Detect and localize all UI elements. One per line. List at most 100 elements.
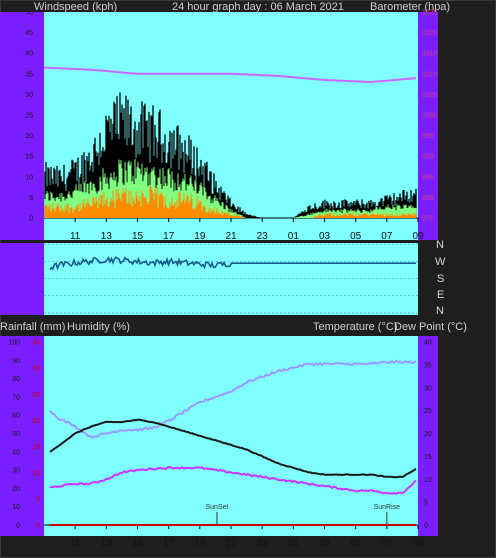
dewpoint-axis-title: Dew Point (°C) <box>394 321 467 333</box>
wind-ytick-label: 15 <box>25 154 33 161</box>
temp-ytick-label: 5 <box>424 500 428 507</box>
temp-xtick-label: 15 <box>132 538 144 549</box>
humidity-ytick-label: 10 <box>12 504 20 511</box>
temperature-plot-area <box>44 336 418 536</box>
temp-ytick-label: 40 <box>424 340 432 347</box>
temp-ytick-label: 0 <box>424 523 428 530</box>
direction-plot-area <box>44 243 418 315</box>
barometer-line <box>43 66 417 84</box>
wind-xtick-label: 05 <box>350 231 362 242</box>
humidity-ytick-label: 70 <box>12 394 20 401</box>
compass-s: S <box>437 273 445 285</box>
wind-direction-line <box>49 256 416 271</box>
temp-ytick-label: 30 <box>424 385 432 392</box>
baro-ytick-label: 1005 <box>422 92 438 99</box>
temp-xtick-label: 19 <box>194 538 206 549</box>
baro-ytick-label: 990 <box>422 154 434 161</box>
wind-xtick-label: 07 <box>381 231 393 242</box>
baro-ytick-label: 1020 <box>422 30 438 37</box>
wind-ytick-label: 30 <box>25 92 33 99</box>
temp-xtick-label: 09 <box>412 538 424 549</box>
humidity-ytick-label: 30 <box>12 468 20 475</box>
humidity-ytick-label: 60 <box>12 413 20 420</box>
temp-xtick-label: 21 <box>225 538 237 549</box>
humidity-ytick-label: 80 <box>12 376 20 383</box>
humidity-ytick-label: 40 <box>12 449 20 456</box>
temperature-axis-title: Temperature (°C) <box>313 321 398 333</box>
baro-ytick-label: 1025 <box>422 10 438 17</box>
temp-ytick-label: 35 <box>424 362 432 369</box>
humidity-ytick-label: 20 <box>12 486 20 493</box>
rain-ytick-label: 15 <box>32 444 40 451</box>
temp-xtick-label: 23 <box>257 538 269 549</box>
rain-ytick-label: 35 <box>32 340 40 347</box>
humidity-ytick-label: 100 <box>8 340 20 347</box>
wind-xtick-label: 13 <box>101 231 113 242</box>
wind-xtick-label: 19 <box>194 231 206 242</box>
graph-day-title: 24 hour graph day : 06 March 2021 <box>172 1 344 13</box>
baro-ytick-label: 975 <box>422 216 434 223</box>
sunset-label: SunSet <box>205 504 228 511</box>
sunrise-label: SunRise <box>374 504 401 511</box>
temp-ytick-label: 25 <box>424 408 432 415</box>
humidity-left-panel <box>0 336 44 536</box>
wind-ytick-label: 40 <box>25 51 33 58</box>
temp-xtick-label: 05 <box>350 538 362 549</box>
direction-left-panel <box>0 243 44 315</box>
wind-ytick-label: 45 <box>25 30 33 37</box>
wind-ytick-label: 5 <box>29 195 33 202</box>
wind-ytick-label: 35 <box>25 71 33 78</box>
baro-ytick-label: 985 <box>422 174 434 181</box>
humidity-ytick-label: 0 <box>16 523 20 530</box>
temp-xtick-label: 07 <box>381 538 393 549</box>
temp-xtick-label: 11 <box>70 538 81 549</box>
temperature-line <box>49 418 417 479</box>
temp-ytick-label: 15 <box>424 454 432 461</box>
wind-left-axis-panel <box>0 12 44 240</box>
wind-xtick-label: 09 <box>412 231 424 242</box>
wind-xtick-label: 01 <box>288 231 300 242</box>
rain-ytick-label: 25 <box>32 392 40 399</box>
humidity-ytick-label: 50 <box>12 431 20 438</box>
wind-ytick-label: 0 <box>29 216 33 223</box>
compass-e: E <box>437 289 445 301</box>
temp-xtick-label: 03 <box>319 538 331 549</box>
temperature-right-panel <box>418 336 438 536</box>
rain-ytick-label: 0 <box>36 523 40 530</box>
wind-ytick-label: 50 <box>25 10 33 17</box>
wind-xtick-label: 11 <box>70 231 81 242</box>
windspeed-axis-title: Windspeed (kph) <box>34 1 118 13</box>
wind-ytick-label: 25 <box>25 113 33 120</box>
dew-point-line <box>49 465 417 495</box>
baro-ytick-label: 1000 <box>422 113 438 120</box>
wind-xtick-label: 15 <box>132 231 144 242</box>
compass-w: W <box>435 256 446 268</box>
baro-ytick-label: 1010 <box>422 71 438 78</box>
rainfall-axis-title: Rainfall (mm) <box>0 321 66 333</box>
baro-right-axis-panel <box>418 12 438 240</box>
temp-xtick-label: 13 <box>101 538 113 549</box>
rain-ytick-label: 20 <box>32 418 40 425</box>
rain-ytick-label: 30 <box>32 366 40 373</box>
baro-ytick-label: 1015 <box>422 51 438 58</box>
rain-ytick-label: 10 <box>32 470 40 477</box>
baro-ytick-label: 980 <box>422 195 434 202</box>
wind-xtick-label: 23 <box>257 231 269 242</box>
humidity-axis-title: Humidity (%) <box>67 321 130 333</box>
temp-xtick-label: 01 <box>288 538 300 549</box>
wind-xtick-label: 17 <box>163 231 175 242</box>
rain-ytick-label: 5 <box>36 496 40 503</box>
wind-ytick-label: 10 <box>25 174 33 181</box>
temp-xtick-label: 17 <box>163 538 175 549</box>
barometer-axis-title: Barometer (hpa) <box>370 1 451 13</box>
temp-ytick-label: 10 <box>424 477 432 484</box>
compass-n-bottom: N <box>436 305 444 317</box>
temp-ytick-label: 20 <box>424 431 432 438</box>
compass-n-top: N <box>436 239 444 251</box>
baro-ytick-label: 995 <box>422 133 434 140</box>
humidity-ytick-label: 90 <box>12 358 20 365</box>
wind-xtick-label: 21 <box>225 231 237 242</box>
humidity-line <box>49 359 417 440</box>
wind-xtick-label: 03 <box>319 231 331 242</box>
